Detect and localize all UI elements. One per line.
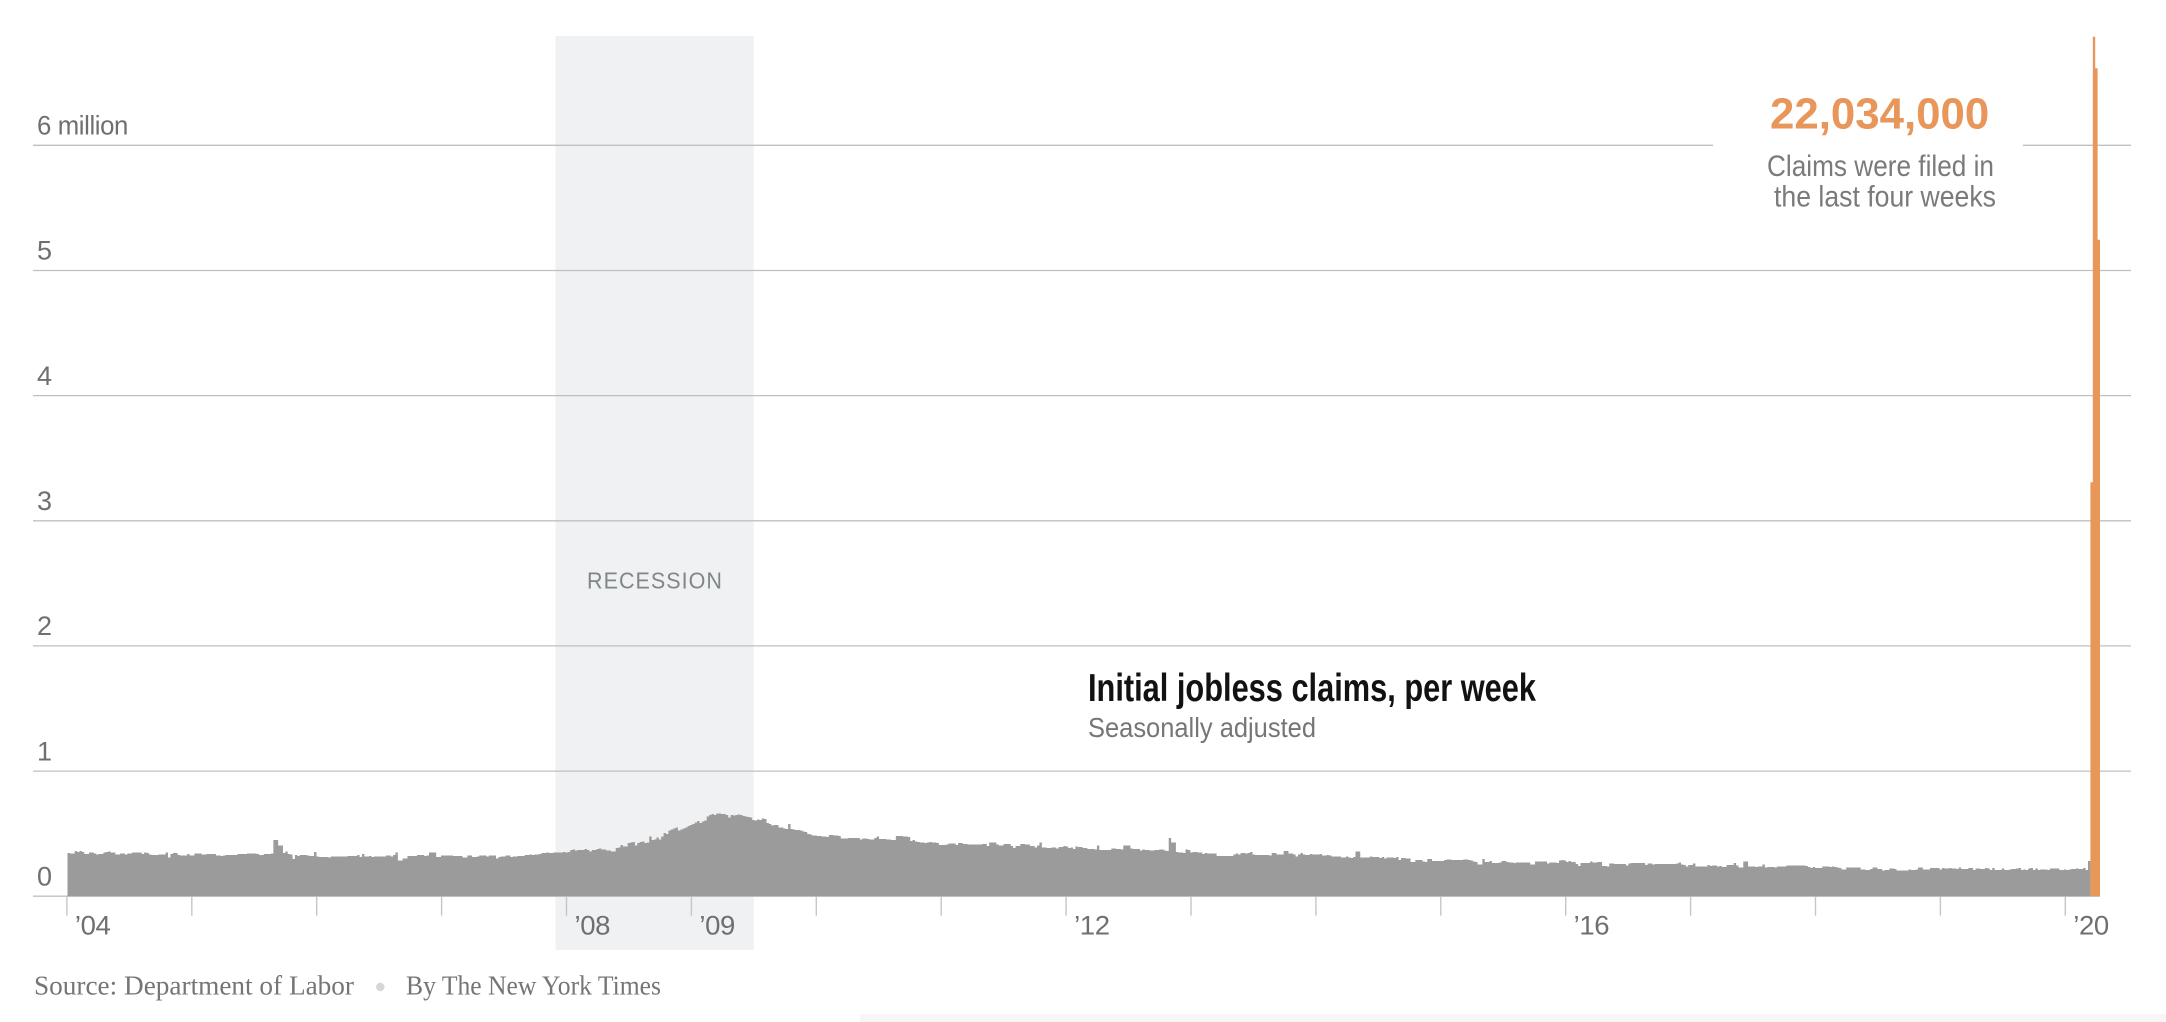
svg-text:’09: ’09 [699,911,735,941]
svg-text:1: 1 [37,736,52,766]
svg-text:Source: Department of Labor: Source: Department of Labor [34,970,354,1001]
svg-text:’16: ’16 [1574,911,1610,941]
svg-text:4: 4 [37,361,52,391]
svg-text:’08: ’08 [575,911,611,941]
svg-text:RECESSION: RECESSION [587,568,723,594]
svg-text:’12: ’12 [1074,911,1110,941]
svg-text:’04: ’04 [75,911,111,941]
svg-text:Claims were filed in: Claims were filed in [1767,150,1994,183]
svg-text:Seasonally adjusted: Seasonally adjusted [1088,712,1316,743]
svg-text:the last four weeks: the last four weeks [1774,181,1996,214]
svg-text:’20: ’20 [2073,911,2109,941]
svg-text:5: 5 [37,236,52,266]
svg-text:6 million: 6 million [37,111,128,141]
svg-text:2: 2 [37,611,52,641]
svg-text:By The New York Times: By The New York Times [406,970,661,1001]
svg-text:3: 3 [37,486,52,516]
svg-text:0: 0 [37,861,52,891]
svg-text:Initial jobless claims, per we: Initial jobless claims, per week [1088,667,1536,710]
svg-text:22,034,000: 22,034,000 [1770,89,1989,138]
